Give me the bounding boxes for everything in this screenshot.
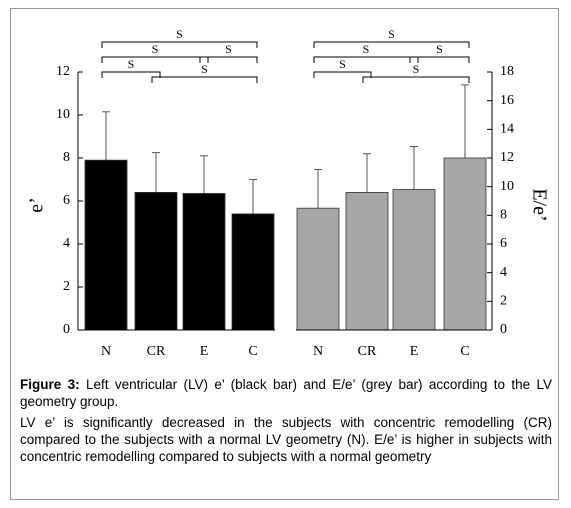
significance-label: S — [339, 57, 346, 71]
x-tick-label: C — [460, 344, 469, 359]
significance-bracket — [199, 56, 258, 63]
caption: Figure 3: Left ventricular (LV) e’ (blac… — [20, 376, 552, 469]
bar — [182, 193, 226, 331]
bar — [84, 159, 128, 331]
bar — [392, 189, 436, 331]
y-tick-label: 14 — [500, 122, 514, 137]
x-tick-label: E — [200, 344, 209, 359]
y-tick-label: 2 — [63, 279, 70, 294]
significance-label: S — [413, 62, 420, 76]
significance-bracket — [409, 56, 470, 63]
significance-bracket — [313, 41, 470, 48]
chart: 0 2 4 6 8 10 12 e’ N CR E C S S S S S 0 2 4 6 8 10 12 14 16 18 E/e’… — [26, 27, 551, 359]
bar — [134, 191, 178, 331]
y-tick-label: 16 — [500, 93, 514, 108]
x-tick-label: N — [313, 344, 323, 359]
y-axis-label: e’ — [26, 197, 48, 213]
significance-label: S — [176, 27, 183, 41]
y-tick-label: 4 — [63, 236, 70, 251]
significance-bracket — [313, 71, 372, 78]
caption-text: LV e’ is significantly decreased in the … — [20, 415, 552, 464]
y-tick-label: 18 — [500, 64, 514, 79]
bar — [345, 191, 389, 331]
y-tick-label: 12 — [500, 150, 514, 165]
significance-label: S — [388, 27, 395, 41]
y-tick-label: 0 — [500, 322, 507, 337]
y-tick-label: 4 — [500, 265, 507, 280]
x-tick-label: C — [248, 344, 257, 359]
significance-label: S — [363, 42, 370, 56]
significance-bracket — [362, 76, 470, 83]
significance-label: S — [436, 42, 443, 56]
bar — [231, 213, 275, 331]
significance-bracket — [101, 41, 258, 48]
x-tick-label: N — [101, 344, 111, 359]
significance-bracket — [101, 71, 161, 78]
y-tick-label: 0 — [63, 322, 70, 337]
caption-title-block: Figure 3: Left ventricular (LV) e’ (blac… — [20, 376, 552, 410]
y-tick-label: 10 — [500, 179, 514, 194]
y-tick-label: 8 — [63, 150, 70, 165]
x-tick-label: CR — [358, 344, 377, 359]
x-tick-label: CR — [147, 344, 166, 359]
y-tick-label: 8 — [500, 208, 507, 223]
significance-label: S — [128, 57, 135, 71]
y-tick-label: 6 — [500, 236, 507, 251]
y-tick-label: 6 — [63, 193, 70, 208]
significance-label: S — [201, 62, 208, 76]
bar — [443, 157, 487, 331]
y-tick-label: 10 — [56, 107, 70, 122]
caption-label: Figure 3: — [20, 377, 80, 392]
x-tick-label: E — [410, 344, 419, 359]
y-axis-label: E/e’ — [528, 188, 550, 221]
significance-bracket — [313, 56, 419, 63]
bar — [296, 207, 340, 331]
significance-bracket — [101, 56, 209, 63]
y-tick-label: 2 — [500, 294, 507, 309]
significance-label: S — [152, 42, 159, 56]
significance-bracket — [151, 76, 258, 83]
significance-label: S — [225, 42, 232, 56]
figure-frame — [10, 8, 559, 500]
y-tick-label: 12 — [56, 64, 70, 79]
caption-title: Left ventricular (LV) e’ (black bar) and… — [20, 377, 552, 409]
